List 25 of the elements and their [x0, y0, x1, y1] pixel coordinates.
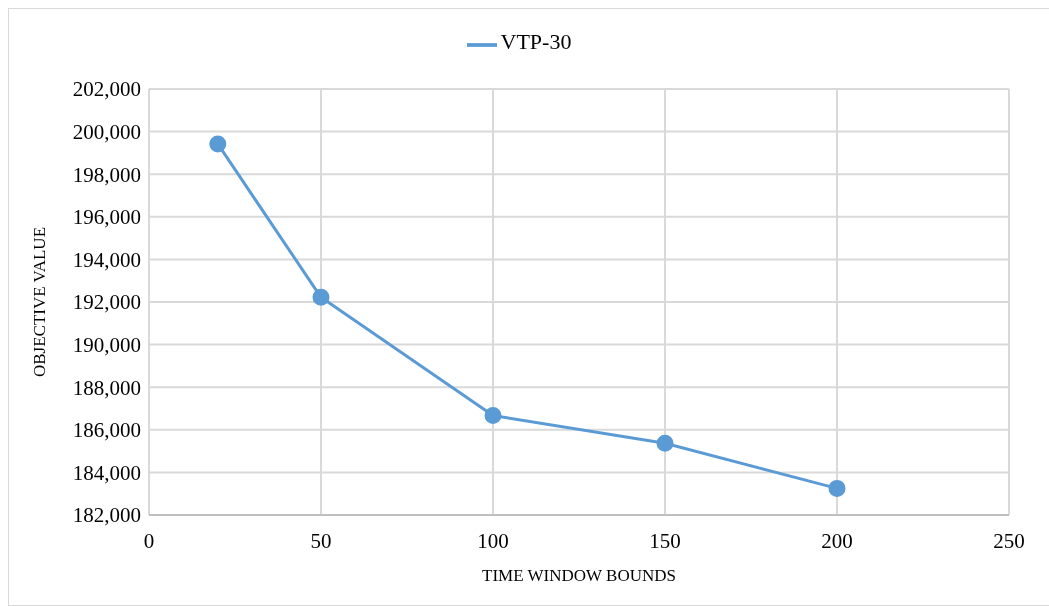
legend-label: VTP-30: [500, 29, 572, 54]
point: [209, 135, 227, 153]
y-tick-label: 194,000: [72, 247, 141, 272]
point: [828, 479, 846, 497]
y-tick-label: 188,000: [72, 375, 141, 400]
y-tick-label: 200,000: [72, 120, 141, 145]
y-axis-title: OBJECTIVE VALUE: [30, 226, 50, 378]
x-tick-label: 0: [143, 528, 155, 553]
y-tick-label: 202,000: [72, 77, 141, 102]
x-tick-label: 100: [477, 528, 509, 553]
y-tick-label: 196,000: [72, 205, 141, 230]
x-tick-label: 200: [821, 528, 853, 553]
x-tick-label: 250: [993, 528, 1025, 553]
y-tick-label: 190,000: [72, 333, 141, 358]
y-tick-label: 192,000: [72, 290, 141, 315]
x-tick-label: 50: [310, 528, 332, 553]
point: [484, 407, 502, 425]
y-tick-label: 182,000: [72, 503, 141, 528]
x-tick-label: 150: [649, 528, 681, 553]
x-axis-title: TIME WINDOW BOUNDS: [482, 566, 676, 585]
point: [312, 288, 330, 306]
y-tick-label: 186,000: [72, 418, 141, 443]
y-tick-label: 184,000: [72, 460, 141, 485]
point: [656, 434, 674, 452]
y-tick-label: 198,000: [72, 162, 141, 187]
